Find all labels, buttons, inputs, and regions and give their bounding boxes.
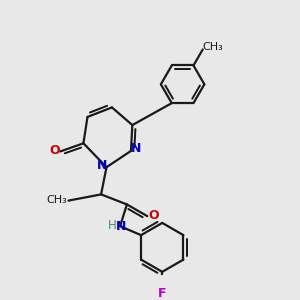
Text: CH₃: CH₃ xyxy=(47,195,68,205)
Text: O: O xyxy=(148,209,159,222)
Text: F: F xyxy=(158,287,166,300)
Text: O: O xyxy=(49,144,60,158)
Text: CH₃: CH₃ xyxy=(203,42,224,52)
Text: N: N xyxy=(131,142,142,155)
Text: N: N xyxy=(116,220,127,233)
Text: H: H xyxy=(108,219,117,232)
Text: N: N xyxy=(97,159,108,172)
